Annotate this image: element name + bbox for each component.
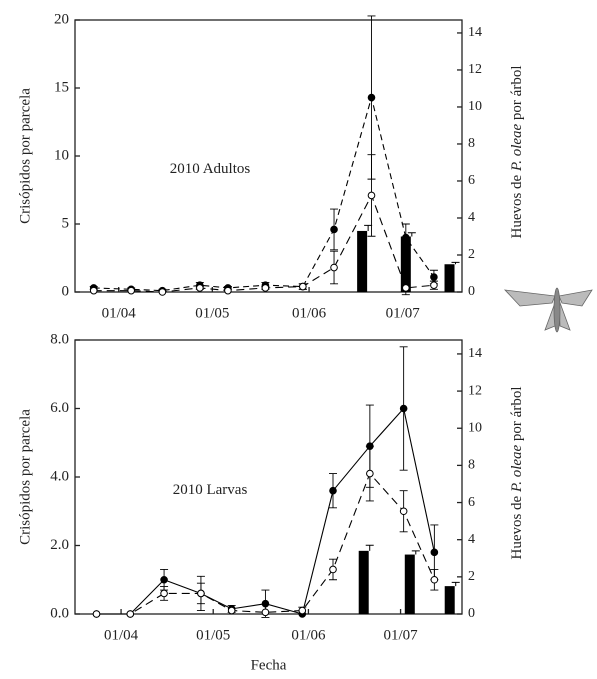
y2-tick-label: 8 [468, 136, 475, 151]
data-point [126, 610, 135, 618]
annotation: 2010 Larvas [173, 482, 248, 498]
data-point [330, 225, 338, 234]
y2-axis-label-part: P. oleae [509, 123, 525, 172]
data-point [227, 606, 236, 615]
y2-tick-label: 10 [468, 99, 482, 114]
series-line [93, 194, 434, 293]
y2-axis-label-part: P. oleae [509, 444, 525, 493]
data-point [402, 284, 410, 292]
data-point [158, 288, 167, 296]
data-point [160, 575, 168, 584]
y2-axis-label-part: Huevos de [509, 492, 525, 560]
x-tick-label: 01/05 [196, 627, 230, 643]
data-point [261, 284, 270, 292]
error-bar [365, 544, 374, 551]
y-tick-label: 4.0 [50, 468, 69, 484]
y-axis-label: Crisópidos por parcela [17, 409, 33, 545]
y2-tick-label: 8 [468, 458, 475, 473]
y-tick-label: 6.0 [50, 400, 69, 416]
data-point [89, 286, 98, 295]
error-bar [411, 550, 420, 555]
y2-axis-label: Huevos de P. oleae por árbol [509, 65, 525, 238]
bar [357, 230, 368, 292]
y2-axis-label: Huevos de P. oleae por árbol [509, 386, 525, 559]
data-point [224, 286, 232, 295]
bar [400, 236, 411, 292]
data-point [366, 469, 374, 478]
y2-axis-label-part: por árbol [509, 65, 525, 123]
y2-tick-label: 2 [468, 569, 475, 584]
bar [404, 554, 415, 614]
data-point [261, 599, 270, 608]
x-tick-label: 01/06 [291, 627, 326, 643]
x-tick-label: 01/05 [195, 305, 229, 321]
y2-axis-label-part: Huevos de [509, 171, 525, 239]
y-tick-label: 15 [54, 79, 69, 95]
data-point [430, 281, 438, 290]
y2-tick-label: 14 [468, 346, 482, 361]
data-point [261, 608, 270, 617]
x-tick-label: 01/04 [102, 305, 137, 321]
error-bar [451, 261, 460, 265]
data-point [196, 284, 204, 292]
moth-illustration [503, 287, 593, 333]
bar [358, 550, 369, 614]
data-point [160, 589, 168, 598]
y2-tick-label: 12 [468, 62, 482, 77]
data-point [197, 589, 205, 598]
y2-tick-label: 6 [468, 495, 475, 510]
y-tick-label: 2.0 [50, 537, 69, 553]
data-point [92, 610, 101, 618]
y2-tick-label: 4 [468, 532, 475, 547]
data-point [367, 93, 376, 102]
y2-axis-label-part: por árbol [509, 386, 525, 444]
bar [444, 586, 455, 614]
error-bar [407, 232, 416, 237]
data-point [299, 282, 307, 291]
x-tick-label: 01/06 [292, 305, 327, 321]
x-tick-label: 01/07 [386, 305, 421, 321]
data-point [329, 565, 337, 574]
y-tick-label: 0 [62, 283, 70, 299]
y2-tick-label: 12 [468, 383, 482, 398]
series-line [96, 407, 435, 615]
error-bar [451, 581, 460, 587]
data-point [329, 486, 337, 495]
data-point [367, 191, 376, 200]
data-point [430, 273, 438, 281]
y-tick-label: 5 [62, 215, 70, 231]
annotation: 2010 Adultos [170, 161, 251, 177]
y2-tick-label: 0 [468, 606, 475, 621]
error-bar [364, 224, 373, 231]
data-point [399, 404, 408, 413]
x-tick-label: 01/07 [383, 627, 418, 643]
y-axis-label: Crisópidos por parcela [17, 88, 33, 224]
bar [444, 264, 455, 292]
y2-tick-label: 2 [468, 247, 475, 262]
y2-tick-label: 14 [468, 25, 482, 40]
y2-tick-label: 10 [468, 420, 482, 435]
data-point [430, 548, 439, 557]
y2-tick-label: 0 [468, 284, 475, 299]
data-point [127, 286, 135, 295]
data-point [330, 263, 338, 272]
y-tick-label: 0.0 [50, 605, 69, 621]
y-tick-label: 10 [54, 147, 69, 163]
x-axis-label: Fecha [251, 657, 287, 673]
y-tick-label: 8.0 [50, 331, 69, 347]
y2-tick-label: 6 [468, 173, 475, 188]
data-point [402, 233, 410, 242]
data-point [430, 575, 439, 584]
y2-tick-label: 4 [468, 210, 475, 225]
series-line [93, 95, 435, 292]
y-tick-label: 20 [54, 11, 69, 27]
data-point [298, 606, 307, 615]
data-point [399, 507, 408, 516]
x-tick-label: 01/04 [104, 627, 139, 643]
